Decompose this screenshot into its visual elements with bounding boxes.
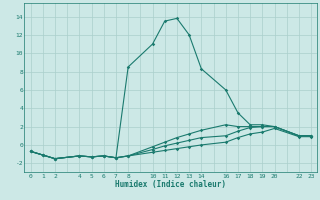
X-axis label: Humidex (Indice chaleur): Humidex (Indice chaleur) — [115, 180, 226, 189]
